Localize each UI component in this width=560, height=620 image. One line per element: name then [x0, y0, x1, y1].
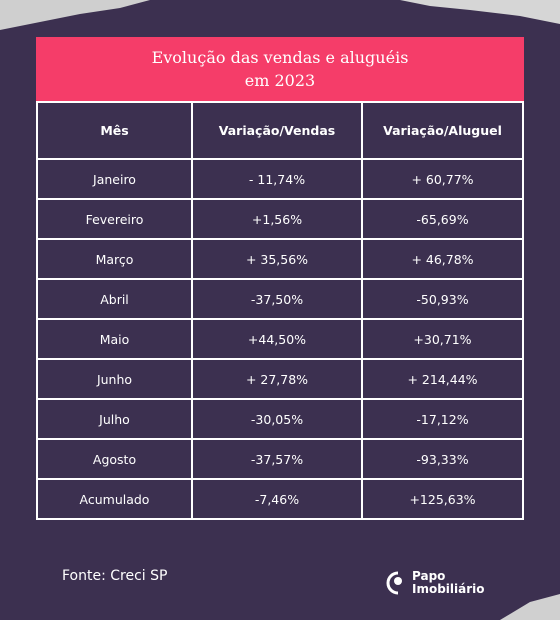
table-row: Fevereiro +1,56% -65,69%	[36, 198, 524, 240]
table-row: Janeiro - 11,74% + 60,77%	[36, 158, 524, 200]
column-header: Mês	[36, 101, 193, 160]
table-cell: Maio	[36, 318, 193, 360]
source: Fonte: Creci SP	[62, 568, 168, 584]
logo-text: Papo Imobiliário	[412, 570, 485, 596]
table-cell: -93,33%	[361, 438, 524, 480]
table-cell: -37,57%	[191, 438, 363, 480]
logo-dot	[394, 577, 402, 585]
paper-left	[0, 0, 150, 30]
table-cell: -65,69%	[361, 198, 524, 240]
logo-line: Imobiliário	[412, 582, 485, 596]
table-cell: + 35,56%	[191, 238, 363, 280]
table-cell: + 27,78%	[191, 358, 363, 400]
column-header: Variação/Vendas	[191, 101, 363, 160]
table-head: Mês Variação/Vendas Variação/Aluguel	[36, 101, 524, 160]
table-cell: Junho	[36, 358, 193, 400]
table-cell: Janeiro	[36, 158, 193, 200]
table-cell: -17,12%	[361, 398, 524, 440]
header-row: Mês Variação/Vendas Variação/Aluguel	[36, 101, 524, 160]
table-cell: + 60,77%	[361, 158, 524, 200]
logo-icon	[386, 571, 402, 595]
column-header: Variação/Aluguel	[361, 101, 524, 160]
table-row: Abril -37,50% -50,93%	[36, 278, 524, 320]
table-row: Maio +44,50% +30,71%	[36, 318, 524, 360]
table-cell: +44,50%	[191, 318, 363, 360]
table-cell: + 46,78%	[361, 238, 524, 280]
table-cell: Março	[36, 238, 193, 280]
table-row: Março + 35,56% + 46,78%	[36, 238, 524, 280]
logo-line: Papo	[412, 569, 446, 583]
table-cell: +1,56%	[191, 198, 363, 240]
table-row: Junho + 27,78% + 214,44%	[36, 358, 524, 400]
table-cell: +125,63%	[361, 478, 524, 520]
table-cell: +30,71%	[361, 318, 524, 360]
paper-right	[400, 0, 560, 24]
torn-paper-bottom	[500, 594, 560, 620]
table-cell: Acumulado	[36, 478, 193, 520]
table-cell: + 214,44%	[361, 358, 524, 400]
table-cell: -50,93%	[361, 278, 524, 320]
table-cell: Abril	[36, 278, 193, 320]
logo-arc	[386, 571, 399, 595]
paper-corner	[500, 594, 560, 620]
table-body: Janeiro - 11,74% + 60,77% Fevereiro +1,56% -6…	[36, 158, 524, 520]
table-cell: -7,46%	[191, 478, 363, 520]
table-cell: - 11,74%	[191, 158, 363, 200]
table-row: Acumulado -7,46% +125,63%	[36, 478, 524, 520]
table-cell: Fevereiro	[36, 198, 193, 240]
table-cell: -37,50%	[191, 278, 363, 320]
title-band: Evolução das vendas e aluguéis em 2023	[36, 37, 524, 101]
table-row: Agosto -37,57% -93,33%	[36, 438, 524, 480]
table-cell: Agosto	[36, 438, 193, 480]
logo: Papo Imobiliário	[384, 570, 485, 596]
table-row: Julho -30,05% -17,12%	[36, 398, 524, 440]
torn-paper-top	[0, 0, 560, 30]
sales-table: Mês Variação/Vendas Variação/Aluguel Janei…	[36, 101, 524, 520]
title-line: Evolução das vendas e aluguéis	[151, 48, 409, 67]
table-cell: -30,05%	[191, 398, 363, 440]
title-line: em 2023	[244, 71, 316, 90]
table-cell: Julho	[36, 398, 193, 440]
